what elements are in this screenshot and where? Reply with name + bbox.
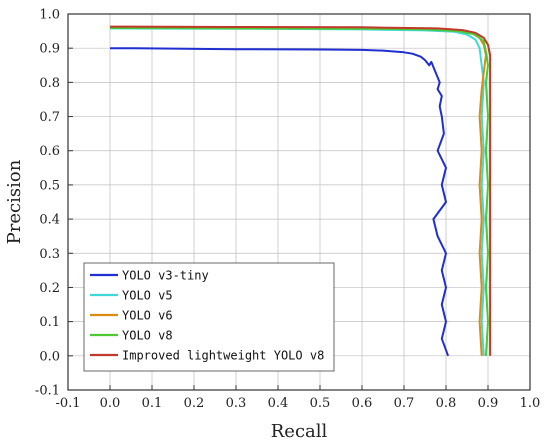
x-tick-label: 0.8 [436,396,457,411]
y-tick-label: 0.9 [39,42,60,57]
x-tick-label: -0.1 [55,396,80,411]
legend-label-2: YOLO v5 [122,289,173,303]
x-tick-labels: -0.1 0.0 0.1 0.2 0.3 0.4 0.5 0.6 0.7 0.8 0.9 1.0 [55,396,540,411]
ticks [67,13,531,391]
y-axis-title: Precision [4,159,25,244]
x-axis-title: Recall [271,421,328,442]
legend-label-4: YOLO v8 [122,329,173,343]
x-tick-label: 0.9 [478,396,499,411]
y-tick-label: 0.1 [39,315,60,330]
legend-label-1: YOLO v3-tiny [122,269,209,283]
y-tick-label: 0.5 [39,178,60,193]
y-tick-label: 0.8 [39,76,60,91]
y-tick-label: 1.0 [39,8,60,23]
y-tick-label: 0.6 [39,144,60,159]
x-tick-label: 0.0 [100,396,121,411]
series-layer [109,25,492,357]
y-tick-labels: -0.1 0.0 0.1 0.2 0.3 0.4 0.5 0.6 0.7 0.8 0.9 1.0 [35,8,60,399]
x-tick-label: 0.2 [184,396,205,411]
y-tick-label: -0.1 [35,384,60,399]
series-line-5 [109,25,492,356]
x-tick-label: 0.3 [226,396,247,411]
x-tick-label: 0.6 [352,396,373,411]
legend-label-3: YOLO v6 [122,309,173,323]
plot-frame [67,13,531,391]
x-tick-label: 1.0 [520,396,541,411]
x-tick-label: 0.4 [268,396,289,411]
y-tick-label: 0.0 [39,349,60,364]
y-tick-label: 0.3 [39,247,60,262]
y-tick-label: 0.4 [39,213,60,228]
series-line-1 [110,47,450,357]
legend-box [83,262,335,372]
legend: YOLO v3-tiny YOLO v5 YOLO v6 YOLO v8 Improve… [83,262,335,372]
series-line-4 [109,27,489,356]
legend-label-5: Improved lightweight YOLO v8 [122,349,324,363]
x-tick-label: 0.5 [310,396,331,411]
y-tick-label: 0.7 [39,110,60,125]
x-tick-label: 0.1 [142,396,163,411]
x-tick-label: 0.7 [394,396,415,411]
y-tick-label: 0.2 [39,281,60,296]
